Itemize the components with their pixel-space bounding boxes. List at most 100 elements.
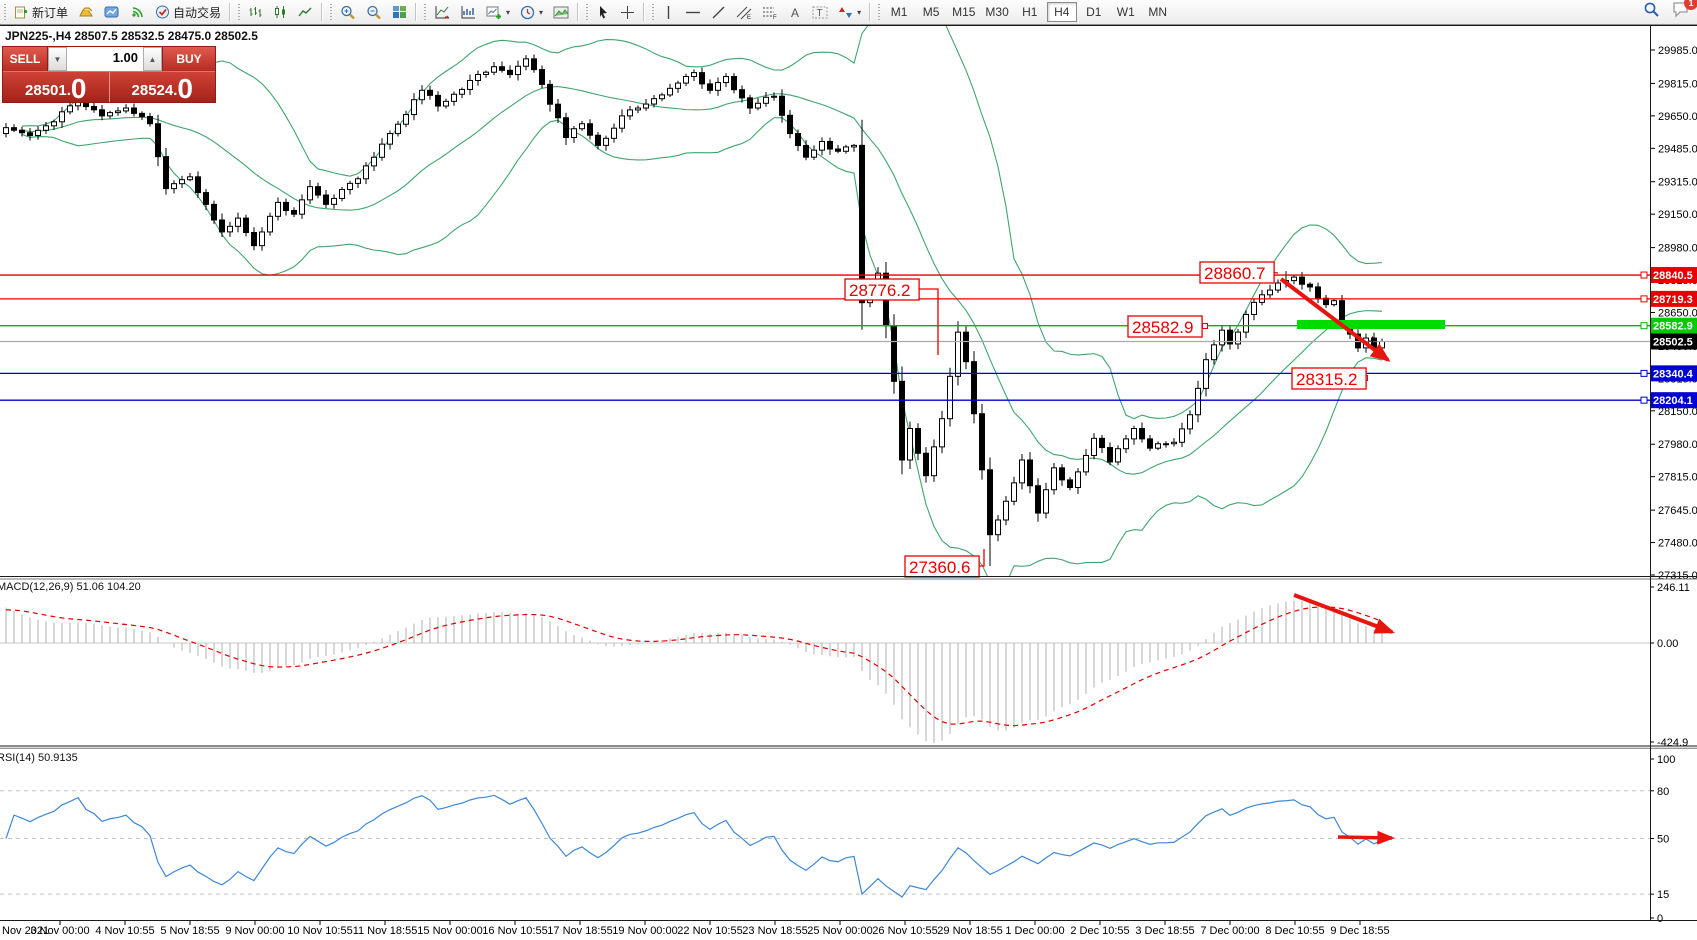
indicator-window-button[interactable] (429, 1, 455, 23)
dropdown-caret: ▾ (539, 7, 544, 17)
candle-body (1123, 438, 1129, 450)
callout-box[interactable] (1291, 367, 1367, 390)
gold-bar-icon (79, 7, 93, 17)
candle-body (555, 103, 561, 119)
new-order-button[interactable]: 新订单 (9, 1, 73, 23)
toolbar-grip[interactable] (236, 4, 242, 20)
toolbar-grip[interactable] (650, 4, 656, 20)
candle-body (363, 165, 369, 180)
time-tick-label: 1 Dec 00:00 (1005, 925, 1064, 937)
line-chart-type-button[interactable] (293, 1, 318, 23)
sell-button[interactable]: SELL (3, 47, 48, 71)
equidistant-channel-tool[interactable]: E (731, 1, 757, 23)
trend-arrow[interactable] (1293, 593, 1395, 634)
trend-arrow[interactable] (1337, 830, 1395, 845)
toolbar-grip[interactable] (422, 4, 428, 20)
line-handle[interactable] (1640, 295, 1648, 303)
line-handle[interactable] (1640, 396, 1648, 404)
buy-price-button[interactable]: 28524. 0 (109, 72, 215, 103)
period-button[interactable]: ▾ (515, 1, 548, 23)
buy-price-int: 28524 (131, 82, 174, 99)
candle-body (267, 215, 273, 233)
price-tag (1651, 317, 1697, 334)
candle-body (259, 231, 265, 247)
horizontal-line-tool[interactable] (680, 1, 706, 23)
callout-text: 28582.9 (1132, 318, 1193, 337)
timeframe-M15[interactable]: M15 (952, 5, 976, 19)
highlight-rectangle[interactable] (1297, 320, 1445, 329)
volume-increase-button[interactable]: ▲ (143, 47, 162, 71)
templates-button[interactable] (548, 1, 574, 23)
candle-body (763, 96, 769, 104)
toolbar-grip[interactable] (2, 4, 7, 20)
candle-body (19, 129, 25, 134)
candle-body (443, 100, 449, 107)
tile-windows-button[interactable] (387, 1, 412, 23)
line-handle[interactable] (1640, 322, 1648, 330)
volume-value[interactable]: 1.00 (112, 50, 138, 65)
time-tick-label: 3 Nov 00:00 (30, 925, 89, 937)
candle-body (3, 127, 9, 135)
signals-button[interactable] (125, 1, 150, 23)
trendline-tool[interactable] (706, 1, 731, 23)
history-center-button[interactable] (99, 1, 125, 23)
notifications-button[interactable]: 1 (1672, 0, 1697, 21)
line-handle[interactable] (1640, 271, 1648, 279)
timeframe-M5[interactable]: M5 (922, 5, 940, 19)
text-label-tool[interactable]: T (807, 1, 833, 23)
fibonacci-tool[interactable]: F (757, 1, 783, 23)
candle-body (723, 76, 729, 84)
new-chart-button[interactable]: ▾ (481, 1, 515, 23)
timeframe-M30[interactable]: M30 (985, 5, 1009, 19)
sell-price-button[interactable]: 28501. 0 (3, 72, 110, 103)
zoom-in-button[interactable] (335, 1, 361, 23)
cursor-tool-button[interactable] (591, 1, 615, 23)
candle-body (211, 203, 217, 221)
callout-box[interactable] (1127, 315, 1203, 338)
data-window-button[interactable] (455, 1, 481, 23)
toolbar-grip[interactable] (328, 4, 334, 20)
timeframe-M1[interactable]: M1 (890, 5, 908, 19)
autotrade-button[interactable]: 自动交易 (150, 1, 226, 23)
buy-price-dot: . (173, 82, 178, 99)
toolbar-grip[interactable] (584, 4, 590, 20)
volume-decrease-button[interactable]: ▼ (48, 47, 67, 71)
timeframe-D1[interactable]: D1 (1086, 5, 1102, 19)
candle-body (1011, 482, 1017, 502)
timeframe-H4[interactable]: H4 (1046, 2, 1077, 22)
new-chart-icon (486, 6, 502, 19)
timeframe-MN[interactable]: MN (1148, 5, 1168, 19)
candle-body (579, 123, 585, 130)
candle-body (1251, 301, 1257, 315)
search-button[interactable] (1643, 1, 1660, 21)
line-handle[interactable] (1640, 369, 1648, 377)
buy-button[interactable]: BUY (162, 47, 215, 71)
candle-body (227, 225, 233, 233)
gold-symbol-button[interactable] (73, 1, 99, 23)
trend-arrow[interactable] (1279, 277, 1391, 362)
arrows-tool[interactable]: ▾ (833, 1, 866, 23)
callout-box[interactable] (844, 278, 920, 301)
candle-body (1051, 467, 1057, 491)
svg-text:T: T (817, 8, 823, 19)
callout-box[interactable] (1199, 261, 1275, 284)
crosshair-tool-button[interactable] (615, 1, 640, 23)
candle-chart-type-button[interactable] (268, 1, 293, 23)
toolbar-separator (577, 3, 580, 21)
signal-icon (132, 7, 143, 18)
vertical-line-tool[interactable] (657, 1, 680, 23)
bollinger-lower (21, 117, 1383, 577)
candle-body (899, 380, 905, 461)
zoom-out-button[interactable] (361, 1, 387, 23)
timeframe-H1[interactable]: H1 (1022, 5, 1038, 19)
timeframe-W1[interactable]: W1 (1116, 5, 1135, 19)
candle-body (59, 111, 65, 123)
candle-body (1131, 428, 1137, 440)
candle-body (1035, 485, 1041, 514)
toolbar-grip[interactable] (876, 4, 882, 20)
candle-body (835, 148, 841, 152)
text-tool[interactable]: A (783, 1, 807, 23)
time-tick-label: 5 Nov 18:55 (160, 925, 219, 937)
candle-body (299, 199, 305, 215)
bar-chart-type-button[interactable] (243, 1, 268, 23)
